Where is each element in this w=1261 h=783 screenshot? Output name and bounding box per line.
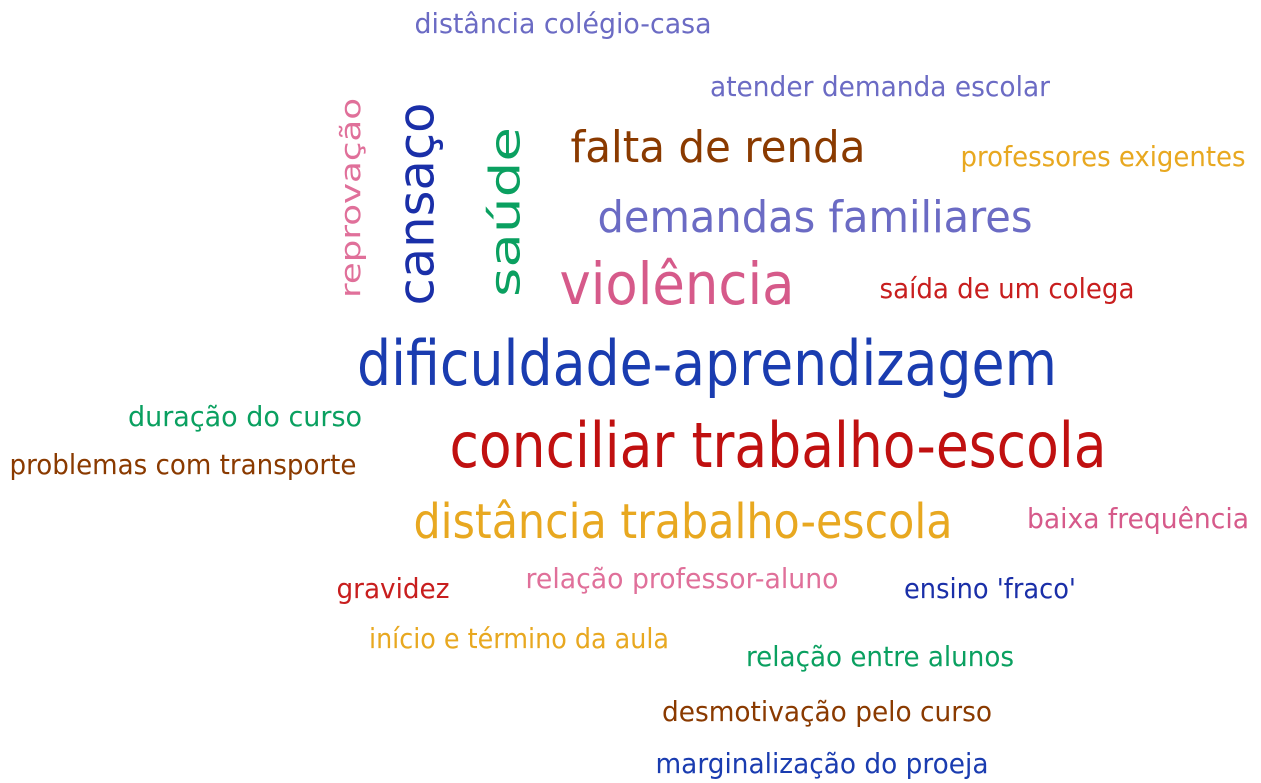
word: dificuldade-aprendizagem xyxy=(357,327,1057,400)
word: marginalização do proeja xyxy=(656,747,989,780)
word: cansaço xyxy=(388,103,446,306)
word: conciliar trabalho-escola xyxy=(450,409,1107,482)
word: reprovação xyxy=(334,98,367,298)
word: professores exigentes xyxy=(961,140,1246,173)
word: gravidez xyxy=(337,572,450,605)
word: relação entre alunos xyxy=(746,640,1014,673)
word: ensino 'fraco' xyxy=(904,572,1076,605)
word: desmotivação pelo curso xyxy=(662,695,992,728)
word: violência xyxy=(560,250,795,318)
word: falta de renda xyxy=(571,122,866,173)
word: demandas familiares xyxy=(598,192,1033,243)
word: problemas com transporte xyxy=(10,448,357,481)
word: atender demanda escolar xyxy=(710,70,1050,103)
word: distância trabalho-escola xyxy=(414,494,953,550)
word: relação professor-aluno xyxy=(526,562,839,595)
word: saída de um colega xyxy=(880,272,1135,305)
word: distância colégio-casa xyxy=(415,7,712,40)
word: baixa frequência xyxy=(1027,502,1249,535)
word: início e término da aula xyxy=(369,622,669,655)
word: duração do curso xyxy=(128,400,362,433)
word: saúde xyxy=(481,127,530,297)
